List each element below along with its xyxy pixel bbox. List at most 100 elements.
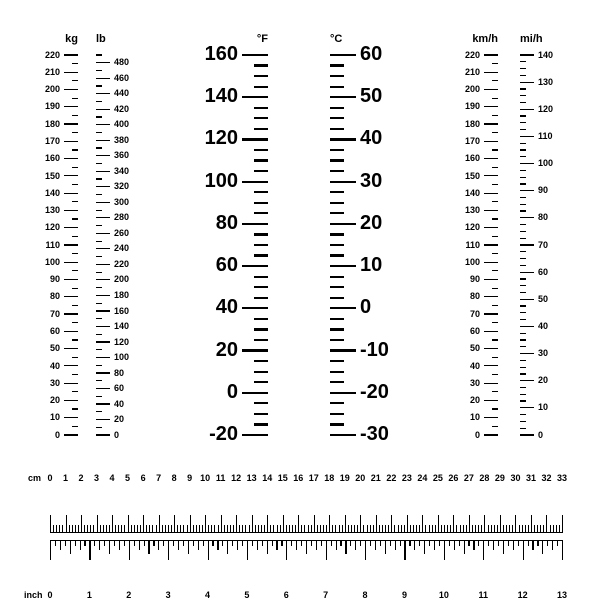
scale-kmh-label: 20 bbox=[470, 395, 480, 405]
ruler-cm-label: 12 bbox=[231, 473, 241, 483]
scale-kmh-label: 180 bbox=[465, 119, 480, 129]
scale-lb-label: 120 bbox=[114, 337, 129, 347]
scale-lb-label: 400 bbox=[114, 119, 129, 129]
scale-kmh-label: 110 bbox=[465, 240, 480, 250]
ruler-inch-label: 12 bbox=[518, 590, 528, 600]
ruler-inch-unit: inch bbox=[24, 590, 43, 600]
ruler-inch-label: 6 bbox=[284, 590, 289, 600]
scale-mih-label: 0 bbox=[538, 430, 543, 440]
ruler-cm-label: 8 bbox=[172, 473, 177, 483]
ruler-cm-label: 21 bbox=[371, 473, 381, 483]
scale-lb-label: 60 bbox=[114, 383, 124, 393]
scale-kmh-label: 220 bbox=[465, 50, 480, 60]
scale-lb-label: 440 bbox=[114, 88, 129, 98]
scale-kmh-label: 130 bbox=[465, 205, 480, 215]
scale-kg-label: 90 bbox=[50, 274, 60, 284]
scale-mih-label: 130 bbox=[538, 77, 553, 87]
scale-kmh-label: 60 bbox=[470, 326, 480, 336]
scale-kmh-label: 80 bbox=[470, 291, 480, 301]
scale-lb-label: 300 bbox=[114, 197, 129, 207]
scale-kg-label: 100 bbox=[45, 257, 60, 267]
scale-fahrenheit-label: 40 bbox=[216, 296, 238, 319]
ruler-cm-label: 10 bbox=[200, 473, 210, 483]
ruler-cm-label: 20 bbox=[355, 473, 365, 483]
scale-kmh-label: 210 bbox=[465, 67, 480, 77]
scale-fahrenheit: °F-20020406080100120140160 bbox=[220, 55, 268, 435]
scale-lb-label: 180 bbox=[114, 290, 129, 300]
scale-mih-label: 20 bbox=[538, 375, 548, 385]
scale-celsius-label: -20 bbox=[360, 381, 389, 404]
scale-kg-label: 40 bbox=[50, 361, 60, 371]
ruler-inch-label: 11 bbox=[478, 590, 488, 600]
scale-celsius-label: -30 bbox=[360, 423, 389, 446]
ruler-inch-label: 4 bbox=[205, 590, 210, 600]
ruler-cm-label: 14 bbox=[262, 473, 272, 483]
scale-mih-label: 140 bbox=[538, 50, 553, 60]
ruler-cm-label: 22 bbox=[386, 473, 396, 483]
ruler-cm-label: 33 bbox=[557, 473, 567, 483]
vertical-scales-group: kg01020304050607080901001101201301401501… bbox=[50, 55, 562, 455]
ruler-cm-label: 3 bbox=[94, 473, 99, 483]
scale-kg-label: 120 bbox=[45, 222, 60, 232]
scale-lb-label: 360 bbox=[114, 150, 129, 160]
scale-kmh-label: 120 bbox=[465, 222, 480, 232]
scale-lb-label: 320 bbox=[114, 181, 129, 191]
scale-kg-label: 180 bbox=[45, 119, 60, 129]
ruler-inch-label: 9 bbox=[402, 590, 407, 600]
ruler-cm-label: 4 bbox=[110, 473, 115, 483]
ruler-cm-label: 13 bbox=[247, 473, 257, 483]
scale-kmh-label: 40 bbox=[470, 361, 480, 371]
scale-kmh: km/h010203040506070809010011012013014015… bbox=[470, 55, 498, 435]
scale-kg-label: 70 bbox=[50, 309, 60, 319]
scale-kg-label: 30 bbox=[50, 378, 60, 388]
ruler-cm-label: 16 bbox=[293, 473, 303, 483]
scale-kg-label: 170 bbox=[45, 136, 60, 146]
scale-kmh-label: 190 bbox=[465, 101, 480, 111]
scale-lb-label: 380 bbox=[114, 135, 129, 145]
scale-celsius-unit: °C bbox=[330, 33, 342, 45]
scale-mih-label: 40 bbox=[538, 321, 548, 331]
scale-fahrenheit-label: 80 bbox=[216, 212, 238, 235]
scale-kmh-label: 90 bbox=[470, 274, 480, 284]
ruler-inch-label: 10 bbox=[439, 590, 449, 600]
scale-kg-label: 210 bbox=[45, 67, 60, 77]
ruler-cm-label: 23 bbox=[402, 473, 412, 483]
scale-kmh-label: 30 bbox=[470, 378, 480, 388]
scale-kmh-label: 140 bbox=[465, 188, 480, 198]
scale-celsius-label: 50 bbox=[360, 85, 382, 108]
scale-lb-label: 480 bbox=[114, 57, 129, 67]
scale-mih-label: 110 bbox=[538, 131, 553, 141]
scale-kg-label: 0 bbox=[55, 430, 60, 440]
scale-kg-label: 80 bbox=[50, 291, 60, 301]
scale-mih: mi/h0102030405060708090100110120130140 bbox=[520, 55, 548, 435]
scale-kg-label: 160 bbox=[45, 153, 60, 163]
scale-fahrenheit-label: 20 bbox=[216, 339, 238, 362]
scale-kg-label: 20 bbox=[50, 395, 60, 405]
scale-kmh-label: 0 bbox=[475, 430, 480, 440]
scale-celsius-label: -10 bbox=[360, 339, 389, 362]
scale-lb-label: 280 bbox=[114, 212, 129, 222]
scale-fahrenheit-label: 140 bbox=[205, 85, 238, 108]
scale-mih-label: 60 bbox=[538, 267, 548, 277]
scale-lb-label: 340 bbox=[114, 166, 129, 176]
ruler-inch-label: 8 bbox=[363, 590, 368, 600]
scale-lb-unit: lb bbox=[96, 33, 106, 45]
scale-kg-label: 50 bbox=[50, 343, 60, 353]
ruler-inch-label: 13 bbox=[557, 590, 567, 600]
ruler-inch-label: 2 bbox=[126, 590, 131, 600]
scale-lb-label: 160 bbox=[114, 306, 129, 316]
scale-celsius-label: 10 bbox=[360, 254, 382, 277]
scale-lb-label: 140 bbox=[114, 321, 129, 331]
scale-lb-label: 260 bbox=[114, 228, 129, 238]
scale-mih-label: 10 bbox=[538, 402, 548, 412]
ruler-cm-label: 5 bbox=[125, 473, 130, 483]
ruler-cm-label: 29 bbox=[495, 473, 505, 483]
ruler-cm-label: 9 bbox=[187, 473, 192, 483]
ruler-cm-label: 11 bbox=[216, 473, 226, 483]
scale-celsius: °C-30-20-100102030405060 bbox=[330, 55, 378, 435]
scale-kg-label: 200 bbox=[45, 84, 60, 94]
scale-kmh-label: 170 bbox=[465, 136, 480, 146]
scale-celsius-label: 30 bbox=[360, 170, 382, 193]
scale-kmh-label: 10 bbox=[470, 412, 480, 422]
ruler-inch: 012345678910111213inch bbox=[50, 540, 562, 588]
